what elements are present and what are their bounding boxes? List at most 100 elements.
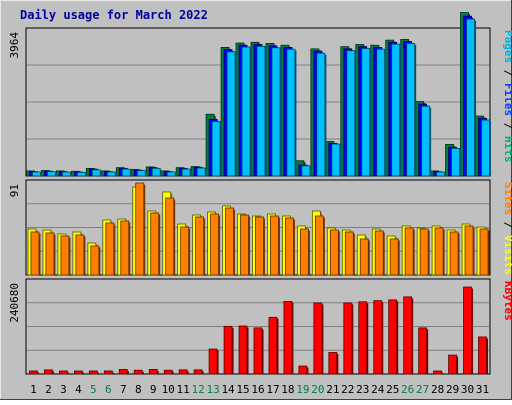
bar-pages-day-2 <box>47 171 56 177</box>
legend-entry-hits: Hits <box>502 129 512 162</box>
x-tick-label-day-19: 19 <box>296 383 309 396</box>
bar-pages-day-16 <box>256 45 266 177</box>
bar-sites-day-8 <box>135 182 145 276</box>
legend-entry-files: Files <box>502 76 512 116</box>
bar-sites-day-30 <box>464 225 474 276</box>
bar-pages-day-18 <box>286 48 296 177</box>
bar-sites-day-2 <box>45 232 55 276</box>
bar-sites-day-24 <box>374 230 384 276</box>
chart-title: Daily usage for March 2022 <box>20 8 208 22</box>
x-tick-label-day-27: 27 <box>416 383 429 396</box>
x-tick-label-day-22: 22 <box>341 383 354 396</box>
bar-pages-day-8 <box>136 170 146 177</box>
bar-sites-day-18 <box>285 217 294 276</box>
x-tick-label-day-28: 28 <box>431 383 444 396</box>
bar-pages-day-27 <box>421 105 431 177</box>
panel-hits-legend: Pages / Files / Hits <box>502 30 512 163</box>
bar-sites-day-12 <box>195 216 205 276</box>
x-tick-label-day-31: 31 <box>476 383 489 396</box>
x-tick-label-day-6: 6 <box>105 383 112 396</box>
panel-visits-max-label: 91 <box>8 184 21 197</box>
x-tick-label-day-3: 3 <box>60 383 67 396</box>
bar-sites-day-11 <box>180 226 190 276</box>
bar-sites-day-19 <box>300 228 309 276</box>
panel-hits-max-label: 3964 <box>8 32 21 59</box>
x-tick-label-day-24: 24 <box>371 383 385 396</box>
legend-entry-: / <box>502 215 512 229</box>
bar-sites-day-16 <box>255 216 264 276</box>
legend-entry-: / <box>502 116 512 130</box>
bar-pages-day-21 <box>331 143 341 177</box>
x-tick-label-day-26: 26 <box>401 383 414 396</box>
bar-kbytes-day-22 <box>343 302 353 375</box>
x-tick-label-day-16: 16 <box>251 383 264 396</box>
bar-kbytes-day-21 <box>328 352 338 375</box>
bar-sites-day-7 <box>120 220 130 276</box>
x-tick-label-day-2: 2 <box>45 383 52 396</box>
bar-kbytes-day-31 <box>478 336 487 375</box>
bar-kbytes-day-3 <box>59 370 68 375</box>
bar-pages-day-13 <box>211 121 221 177</box>
panel-kbytes-legend: KBytes <box>502 281 512 321</box>
x-tick-label-day-23: 23 <box>356 383 369 396</box>
bar-sites-day-31 <box>479 228 489 276</box>
bar-kbytes-day-10 <box>163 369 173 375</box>
x-tick-label-day-17: 17 <box>266 383 279 396</box>
bar-pages-day-11 <box>181 168 191 177</box>
bar-sites-day-10 <box>165 197 175 276</box>
legend-entry-kbytes: KBytes <box>502 281 512 321</box>
bar-sites-day-9 <box>150 212 160 276</box>
bar-kbytes-day-1 <box>29 370 38 375</box>
legend-entry-pages: Pages <box>502 30 512 63</box>
bar-kbytes-day-19 <box>298 365 308 375</box>
bar-sites-day-15 <box>240 214 249 276</box>
bar-pages-day-23 <box>361 48 371 177</box>
bar-pages-day-24 <box>376 48 386 177</box>
bar-sites-day-25 <box>389 238 399 276</box>
bar-kbytes-day-26 <box>403 296 413 375</box>
x-tick-label-day-1: 1 <box>30 383 37 396</box>
bar-pages-day-29 <box>451 147 460 177</box>
bar-sites-day-22 <box>344 231 354 276</box>
bar-sites-day-14 <box>225 207 234 276</box>
bar-kbytes-day-20 <box>313 302 323 375</box>
x-tick-label-day-5: 5 <box>90 383 97 396</box>
bar-kbytes-day-17 <box>268 316 278 375</box>
bar-pages-day-25 <box>391 43 401 177</box>
bar-pages-day-30 <box>466 18 475 177</box>
bar-pages-day-15 <box>241 46 251 177</box>
bar-sites-day-21 <box>329 229 339 276</box>
bar-kbytes-day-25 <box>388 299 398 375</box>
bar-kbytes-day-7 <box>118 369 128 375</box>
bar-sites-day-29 <box>449 231 459 276</box>
bar-pages-day-4 <box>76 171 86 177</box>
bar-sites-day-27 <box>419 228 429 276</box>
x-tick-label-day-4: 4 <box>75 383 82 396</box>
bar-pages-day-9 <box>151 167 161 177</box>
bar-kbytes-day-13 <box>208 348 218 375</box>
bar-kbytes-day-16 <box>253 327 263 375</box>
x-tick-label-day-10: 10 <box>162 383 175 396</box>
bar-pages-day-10 <box>166 171 176 177</box>
x-tick-label-day-29: 29 <box>446 383 459 396</box>
bar-sites-day-17 <box>270 215 279 276</box>
bar-pages-day-12 <box>196 167 206 177</box>
bar-kbytes-day-11 <box>178 369 188 375</box>
x-tick-label-day-18: 18 <box>281 383 294 396</box>
bar-kbytes-day-5 <box>88 370 98 375</box>
bar-sites-day-6 <box>105 222 115 276</box>
bar-kbytes-day-8 <box>133 369 143 375</box>
bar-sites-day-23 <box>359 238 369 276</box>
x-tick-label-day-25: 25 <box>386 383 399 396</box>
bar-sites-day-3 <box>60 235 70 276</box>
legend-entry-sites: Sites <box>502 182 512 215</box>
bar-kbytes-day-27 <box>418 327 428 375</box>
panel-visits-legend: Sites / Visits <box>502 182 512 275</box>
bar-pages-day-5 <box>91 169 101 177</box>
bar-kbytes-day-15 <box>238 325 248 375</box>
bar-kbytes-day-18 <box>283 301 293 375</box>
bar-sites-day-5 <box>90 245 100 276</box>
bar-pages-day-7 <box>121 168 131 177</box>
